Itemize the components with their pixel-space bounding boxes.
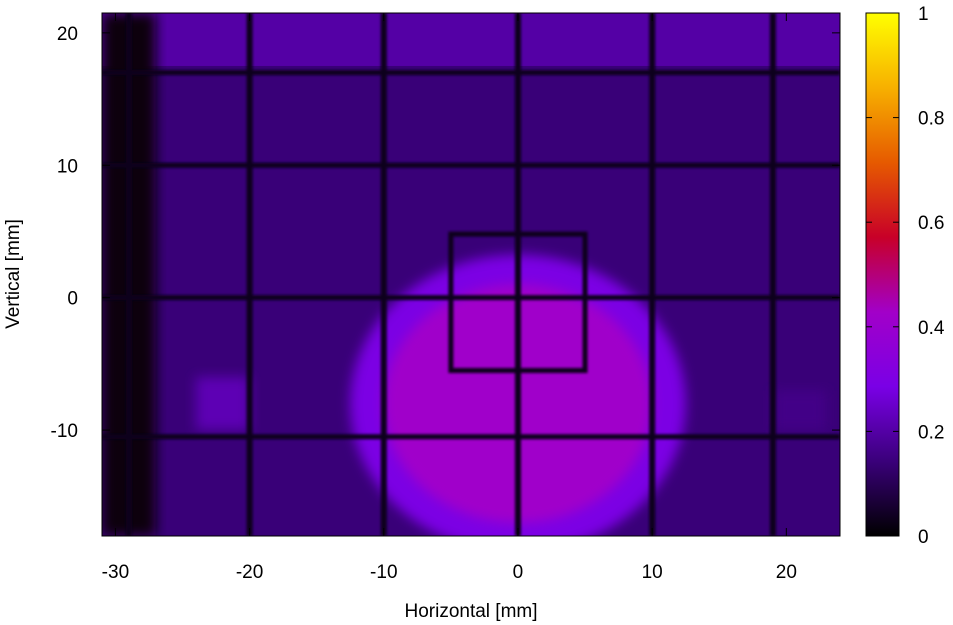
colorbar-tick-label: 0.4	[918, 318, 945, 339]
y-tick-label: -10	[51, 421, 78, 442]
x-tick-label: -20	[236, 562, 263, 583]
y-axis: -10 0 10 20	[51, 24, 840, 442]
field-right-patch	[772, 390, 827, 431]
x-axis: -30 -20 -10 0 10 20	[102, 13, 797, 583]
plot-area	[102, 13, 840, 536]
plot-frame	[101, 12, 841, 537]
x-tick-label: 20	[776, 562, 797, 583]
y-axis-title: Vertical [mm]	[3, 219, 24, 329]
x-tick-label: -10	[370, 562, 397, 583]
x-axis-title: Horizontal [mm]	[404, 601, 537, 622]
x-tick-label: -30	[102, 562, 129, 583]
colorbar-tick-label: 0.8	[918, 109, 944, 130]
field-top-band	[102, 13, 840, 66]
x-tick-label: 10	[642, 562, 663, 583]
colorbar-frame	[865, 12, 900, 537]
intensity-field	[102, 13, 840, 536]
wire-box	[448, 231, 588, 373]
wire-shadows	[102, 13, 840, 536]
colorbar-tick-label: 0.6	[918, 213, 944, 234]
colorbar-ticks: 0 0.2 0.4 0.6 0.8 1	[866, 4, 945, 548]
colorbar-tick-label: 1	[918, 4, 929, 25]
colorbar: 0 0.2 0.4 0.6 0.8 1	[865, 4, 945, 548]
x-tick-label: 0	[513, 562, 524, 583]
colorbar-fill	[866, 13, 899, 536]
colorbar-tick-label: 0	[918, 527, 929, 548]
y-tick-label: 0	[67, 289, 78, 310]
y-tick-label: 20	[57, 24, 78, 45]
colorbar-tick-label: 0.2	[918, 422, 944, 443]
y-tick-label: 10	[57, 156, 78, 177]
field-left-patch	[195, 377, 250, 431]
